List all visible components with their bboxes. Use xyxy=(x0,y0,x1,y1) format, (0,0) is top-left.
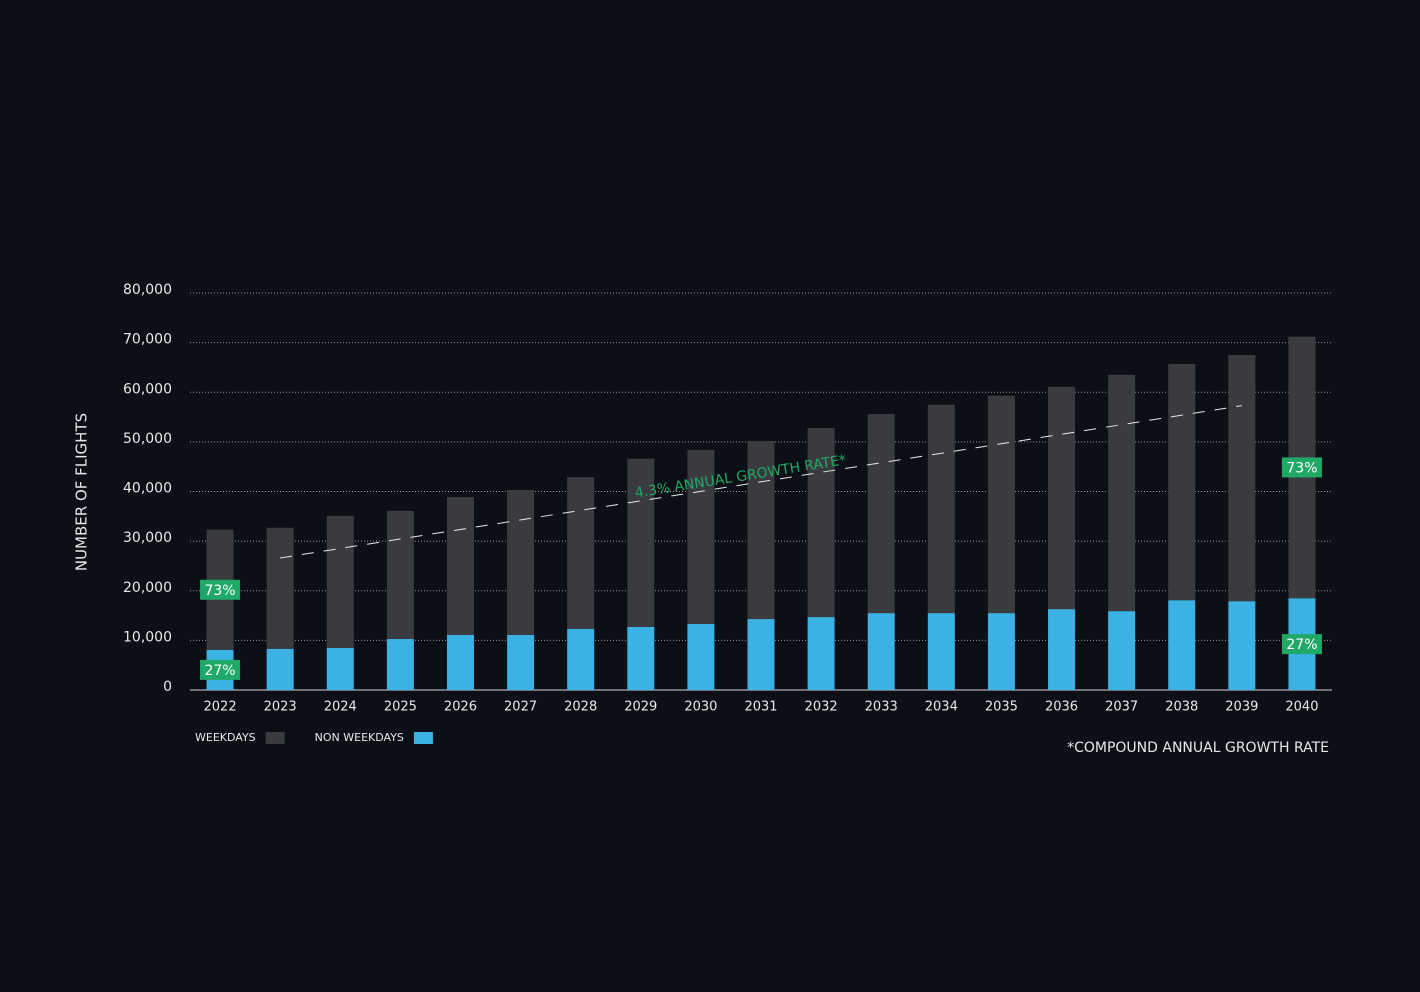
bar-segment xyxy=(1108,611,1136,690)
bar-segment xyxy=(266,527,294,649)
x-tick-label: 2037 xyxy=(1105,700,1138,715)
x-tick-label: 2038 xyxy=(1165,700,1198,715)
x-tick-label: 2040 xyxy=(1285,700,1318,715)
bar-segment xyxy=(446,634,474,690)
y-tick-label: 30,000 xyxy=(123,530,172,546)
bar-segment xyxy=(567,477,595,629)
bar-segment xyxy=(386,638,414,690)
bar-segment xyxy=(627,626,655,690)
share-label: 27% xyxy=(200,659,241,680)
bar-segment xyxy=(507,490,535,635)
bar-segment xyxy=(687,449,715,624)
y-tick-label: 0 xyxy=(163,679,172,695)
bar-segment xyxy=(1048,609,1076,690)
y-tick-label: 40,000 xyxy=(123,481,172,497)
legend-label: NON WEEKDAYS xyxy=(315,731,404,744)
x-tick-label: 2030 xyxy=(684,700,717,715)
bar-segment xyxy=(747,440,775,620)
share-label: 27% xyxy=(1281,634,1322,655)
x-tick-label: 2023 xyxy=(264,700,297,715)
legend-label: WEEKDAYS xyxy=(195,731,256,744)
x-tick-label: 2022 xyxy=(204,700,237,715)
x-tick-label: 2031 xyxy=(744,700,777,715)
legend-swatch xyxy=(265,732,285,744)
share-label-text: 73% xyxy=(1286,460,1317,476)
bar-segment xyxy=(567,628,595,690)
bar-segment xyxy=(927,404,955,614)
y-tick-label: 20,000 xyxy=(123,580,172,596)
share-label-bg xyxy=(200,579,241,600)
trend-line xyxy=(280,405,1242,559)
y-tick-label: 70,000 xyxy=(123,332,172,348)
bar-segment xyxy=(326,515,354,648)
bar-segment xyxy=(1168,363,1196,601)
share-label-text: 27% xyxy=(1286,637,1317,653)
bar-segment xyxy=(1228,601,1256,690)
bar-segment xyxy=(807,617,835,690)
bar-segment xyxy=(1108,374,1136,612)
bar-segment xyxy=(507,634,535,690)
bar-segment xyxy=(987,395,1015,614)
bar-segment xyxy=(747,619,775,690)
x-tick-label: 2026 xyxy=(444,700,477,715)
bar-segment xyxy=(987,613,1015,690)
legend-swatch xyxy=(413,732,433,744)
y-axis-label: NUMBER OF FLIGHTS xyxy=(73,413,91,571)
x-tick-label: 2025 xyxy=(384,700,417,715)
x-tick-label: 2029 xyxy=(624,700,657,715)
bar-segment xyxy=(446,496,474,635)
x-tick-label: 2035 xyxy=(985,700,1018,715)
y-tick-label: 50,000 xyxy=(123,431,172,447)
x-tick-label: 2033 xyxy=(865,700,898,715)
share-label-bg xyxy=(1281,634,1322,655)
bar-segment xyxy=(1228,355,1256,602)
y-tick-label: 80,000 xyxy=(123,282,172,298)
bar-segment xyxy=(326,647,354,690)
x-tick-label: 2027 xyxy=(504,700,537,715)
bar-segment xyxy=(1168,600,1196,690)
share-label: 73% xyxy=(1281,457,1322,478)
share-label-bg xyxy=(1281,457,1322,478)
bar-segment xyxy=(627,458,655,627)
bar-segment xyxy=(687,623,715,690)
x-tick-label: 2034 xyxy=(925,700,958,715)
x-tick-label: 2036 xyxy=(1045,700,1078,715)
y-tick-label: 10,000 xyxy=(123,629,172,645)
bar-segment xyxy=(867,613,895,690)
x-tick-label: 2024 xyxy=(324,700,357,715)
bar-segment xyxy=(266,648,294,690)
x-tick-label: 2028 xyxy=(564,700,597,715)
footnote: *COMPOUND ANNUAL GROWTH RATE xyxy=(1067,740,1329,756)
share-label: 73% xyxy=(200,579,241,600)
bar-segment xyxy=(1048,386,1076,610)
share-label-bg xyxy=(200,659,241,680)
bar-segment xyxy=(807,427,835,618)
bar-segment xyxy=(927,613,955,690)
share-label-text: 73% xyxy=(204,583,235,599)
bar-segment xyxy=(867,414,895,614)
share-label-text: 27% xyxy=(204,663,235,679)
x-tick-label: 2032 xyxy=(805,700,838,715)
y-tick-label: 60,000 xyxy=(123,381,172,397)
bar-segment xyxy=(386,510,414,639)
x-tick-label: 2039 xyxy=(1225,700,1258,715)
